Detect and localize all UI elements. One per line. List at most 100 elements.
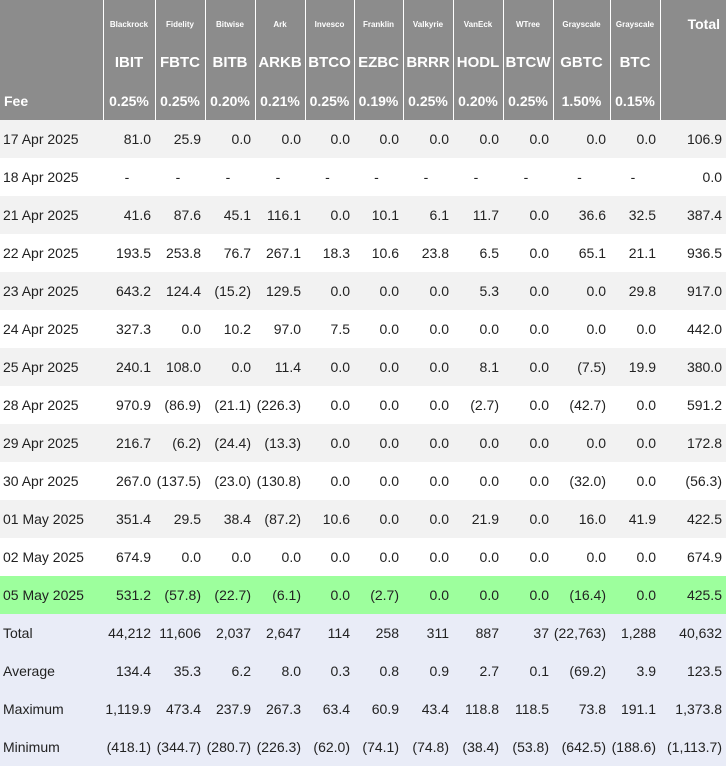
flow-cell: 0.0 bbox=[354, 348, 403, 386]
row-date: 29 Apr 2025 bbox=[0, 424, 103, 462]
ticker-symbol: BRRR bbox=[402, 42, 453, 82]
row-date: 22 Apr 2025 bbox=[0, 234, 103, 272]
stat-label: Average bbox=[0, 652, 103, 690]
flow-cell: 0.0 bbox=[553, 310, 610, 348]
stat-cell: (53.8) bbox=[503, 728, 553, 766]
stat-total: (1,113.7) bbox=[660, 728, 726, 766]
row-total: 591.2 bbox=[660, 386, 726, 424]
stat-cell: 63.4 bbox=[305, 690, 354, 728]
summary-stats-body: Total 44,212 11,606 2,037 2,647 114 258 311 887 3… bbox=[0, 614, 726, 766]
flow-cell: 0.0 bbox=[205, 538, 255, 576]
table-row: 02 May 2025 674.9 0.0 0.0 0.0 0.0 0.0 0.0 0.0 0.0… bbox=[0, 538, 726, 576]
stat-total: 1,373.8 bbox=[660, 690, 726, 728]
flow-cell: (2.7) bbox=[453, 386, 503, 424]
stat-cell: 73.8 bbox=[553, 690, 610, 728]
ticker-symbol: BTCO bbox=[304, 42, 354, 82]
fee-value: 0.20% bbox=[452, 82, 503, 120]
row-total: 0.0 bbox=[660, 158, 726, 196]
flow-cell: 0.0 bbox=[503, 386, 553, 424]
table-row: 25 Apr 2025 240.1 108.0 0.0 11.4 0.0 0.0 0.0 8.1… bbox=[0, 348, 726, 386]
row-total: 380.0 bbox=[660, 348, 726, 386]
fee-value: 0.25% bbox=[304, 82, 354, 120]
row-date: 02 May 2025 bbox=[0, 538, 103, 576]
stat-cell: 0.3 bbox=[305, 652, 354, 690]
table-row: 01 May 2025 351.4 29.5 38.4 (87.2) 10.6 0.0 0.0… bbox=[0, 500, 726, 538]
row-date: 18 Apr 2025 bbox=[0, 158, 103, 196]
stat-cell: 311 bbox=[403, 614, 453, 652]
flow-cell: - bbox=[610, 158, 660, 196]
stat-cell: 2,647 bbox=[255, 614, 305, 652]
fee-value: 1.50% bbox=[552, 82, 610, 120]
table-row: 30 Apr 2025 267.0 (137.5) (23.0) (130.8) 0.0 0… bbox=[0, 462, 726, 500]
fee-value: 0.20% bbox=[204, 82, 255, 120]
stat-total: 123.5 bbox=[660, 652, 726, 690]
flow-cell: 0.0 bbox=[503, 120, 553, 158]
flow-cell: 253.8 bbox=[155, 234, 205, 272]
stat-cell: (280.7) bbox=[205, 728, 255, 766]
ticker-header-row: IBIT FBTC BITB ARKB BTCO EZBC BRRR HODL BTCW GBTC… bbox=[0, 42, 726, 82]
flow-cell: 0.0 bbox=[155, 538, 205, 576]
row-total: 425.5 bbox=[660, 576, 726, 614]
flow-cell: 8.1 bbox=[453, 348, 503, 386]
flow-cell: 0.0 bbox=[305, 424, 354, 462]
flow-cell: 0.0 bbox=[255, 120, 305, 158]
flow-cell: 0.0 bbox=[610, 386, 660, 424]
flow-cell: 0.0 bbox=[403, 310, 453, 348]
flow-cell: 0.0 bbox=[354, 500, 403, 538]
flow-cell: 6.1 bbox=[403, 196, 453, 234]
flow-cell: (32.0) bbox=[553, 462, 610, 500]
flow-cell: 11.7 bbox=[453, 196, 503, 234]
flow-cell: 0.0 bbox=[503, 424, 553, 462]
flow-cell: 0.0 bbox=[305, 348, 354, 386]
stat-cell: 2.7 bbox=[453, 652, 503, 690]
stat-cell: 11,606 bbox=[155, 614, 205, 652]
flow-cell: - bbox=[503, 158, 553, 196]
table-row: 21 Apr 2025 41.6 87.6 45.1 116.1 0.0 10.1 6.1 11… bbox=[0, 196, 726, 234]
stat-label: Total bbox=[0, 614, 103, 652]
flow-cell: - bbox=[354, 158, 403, 196]
flow-cell: 0.0 bbox=[503, 348, 553, 386]
flow-cell: (130.8) bbox=[255, 462, 305, 500]
flow-cell: 0.0 bbox=[503, 310, 553, 348]
flow-cell: 19.9 bbox=[610, 348, 660, 386]
stat-cell: (62.0) bbox=[305, 728, 354, 766]
flow-cell: (15.2) bbox=[205, 272, 255, 310]
flow-cell: (57.8) bbox=[155, 576, 205, 614]
stats-row: Average 134.4 35.3 6.2 8.0 0.3 0.8 0.9 2.7 0.1 (69… bbox=[0, 652, 726, 690]
flow-cell: 7.5 bbox=[305, 310, 354, 348]
fee-value: 0.21% bbox=[254, 82, 305, 120]
row-total: 442.0 bbox=[660, 310, 726, 348]
flow-cell: 0.0 bbox=[453, 538, 503, 576]
stat-cell: 134.4 bbox=[103, 652, 155, 690]
row-total: 172.8 bbox=[660, 424, 726, 462]
fee-header-row: Fee 0.25% 0.25% 0.20% 0.21% 0.25% 0.19% 0.25% 0.… bbox=[0, 82, 726, 120]
row-total: 917.0 bbox=[660, 272, 726, 310]
flow-cell: 643.2 bbox=[103, 272, 155, 310]
table-row: 22 Apr 2025 193.5 253.8 76.7 267.1 18.3 10.6 23… bbox=[0, 234, 726, 272]
flow-cell: 0.0 bbox=[553, 272, 610, 310]
flow-cell: 29.8 bbox=[610, 272, 660, 310]
flow-cell: (2.7) bbox=[354, 576, 403, 614]
flow-cell: 0.0 bbox=[403, 386, 453, 424]
flow-cell: 0.0 bbox=[305, 386, 354, 424]
total-column-spacer bbox=[659, 42, 726, 82]
stat-cell: (226.3) bbox=[255, 728, 305, 766]
provider-name: Valkyrie bbox=[402, 0, 453, 42]
flow-cell: - bbox=[403, 158, 453, 196]
stat-cell: (69.2) bbox=[553, 652, 610, 690]
flow-cell: - bbox=[305, 158, 354, 196]
stat-label: Maximum bbox=[0, 690, 103, 728]
stat-cell: 118.5 bbox=[503, 690, 553, 728]
flow-cell: 29.5 bbox=[155, 500, 205, 538]
stat-total: 40,632 bbox=[660, 614, 726, 652]
row-total: 674.9 bbox=[660, 538, 726, 576]
stat-cell: (74.8) bbox=[403, 728, 453, 766]
stat-cell: (418.1) bbox=[103, 728, 155, 766]
header-corner bbox=[0, 0, 103, 42]
flow-cell: 108.0 bbox=[155, 348, 205, 386]
flow-cell: (7.5) bbox=[553, 348, 610, 386]
flow-cell: 0.0 bbox=[205, 348, 255, 386]
flow-cell: 0.0 bbox=[503, 272, 553, 310]
flow-cell: (16.4) bbox=[553, 576, 610, 614]
flow-cell: 10.2 bbox=[205, 310, 255, 348]
